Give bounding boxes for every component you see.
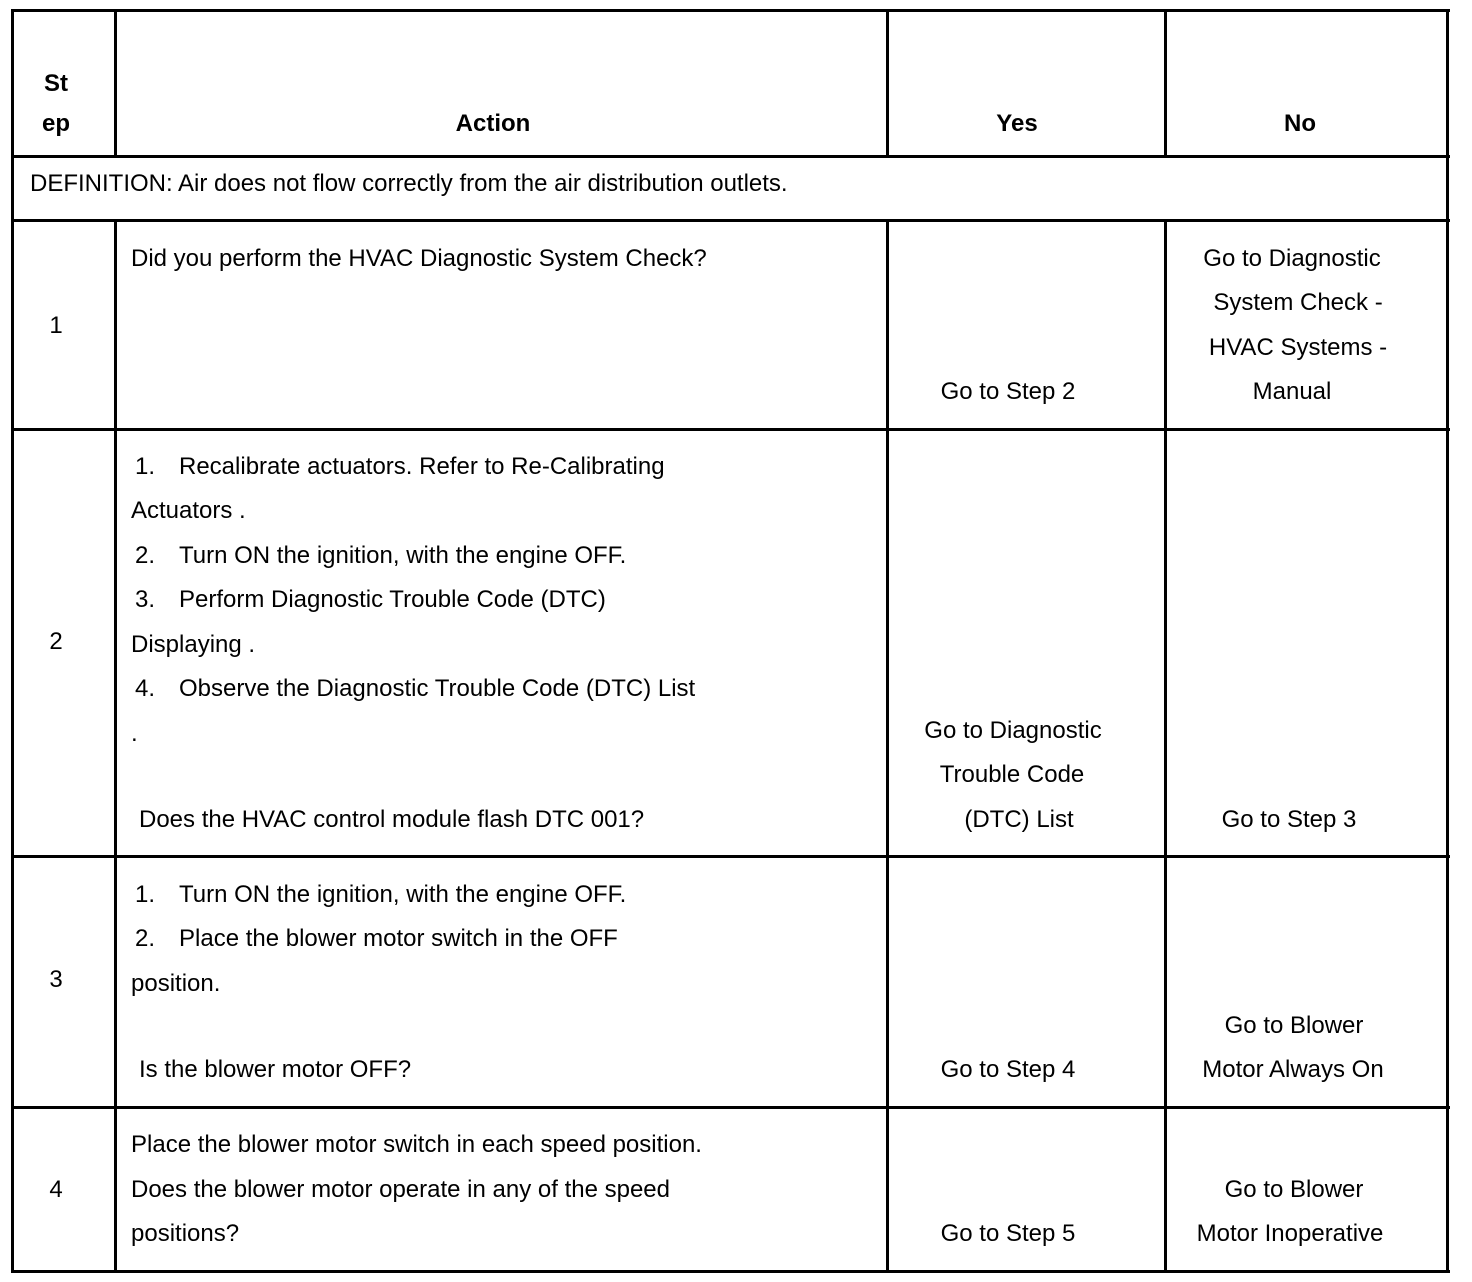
list-number: 2. bbox=[135, 925, 156, 952]
col-divider bbox=[114, 9, 117, 158]
table-border-top bbox=[11, 9, 1450, 12]
table-border-bottom bbox=[11, 1270, 1450, 1273]
header-step: ep bbox=[41, 110, 71, 137]
list-text: Observe the Diagnostic Trouble Code (DTC… bbox=[179, 675, 696, 702]
no-result: System Check - bbox=[1213, 289, 1383, 316]
no-result: Go to Blower bbox=[1224, 1176, 1364, 1203]
no-result: Go to Blower bbox=[1224, 1012, 1364, 1039]
step-number: 4 bbox=[49, 1176, 63, 1203]
list-text: . bbox=[131, 720, 138, 747]
list-text: position. bbox=[131, 970, 221, 997]
header-yes: Yes bbox=[996, 110, 1038, 137]
col-divider bbox=[886, 9, 889, 158]
col-divider bbox=[114, 219, 117, 1273]
list-text: Displaying . bbox=[131, 631, 256, 658]
row-divider bbox=[11, 1106, 1450, 1109]
list-number: 3. bbox=[135, 586, 156, 613]
list-text: Perform Diagnostic Trouble Code (DTC) bbox=[179, 586, 606, 613]
list-text: Turn ON the ignition, with the engine OF… bbox=[179, 542, 627, 569]
yes-result: Trouble Code bbox=[939, 761, 1085, 788]
list-number: 1. bbox=[135, 881, 156, 908]
row-divider bbox=[11, 428, 1450, 431]
step-number: 1 bbox=[49, 312, 63, 339]
step-number: 2 bbox=[49, 628, 63, 655]
list-text: Turn ON the ignition, with the engine OF… bbox=[179, 881, 627, 908]
step-number: 3 bbox=[49, 966, 63, 993]
table-border-left bbox=[11, 9, 14, 1273]
row-divider bbox=[11, 219, 1450, 222]
action-text: positions? bbox=[131, 1220, 240, 1247]
no-result: Manual bbox=[1252, 378, 1332, 405]
yes-result: Go to Step 2 bbox=[940, 378, 1076, 405]
action-text: Place the blower motor switch in each sp… bbox=[131, 1131, 702, 1158]
list-text: Place the blower motor switch in the OFF bbox=[179, 925, 618, 952]
list-text: Actuators . bbox=[131, 497, 246, 524]
list-number: 4. bbox=[135, 675, 156, 702]
col-divider bbox=[1164, 9, 1167, 158]
no-result: Go to Diagnostic bbox=[1203, 245, 1381, 272]
action-text: Does the blower motor operate in any of … bbox=[131, 1176, 670, 1203]
list-text: Recalibrate actuators. Refer to Re-Calib… bbox=[179, 453, 665, 480]
no-result: Motor Inoperative bbox=[1196, 1220, 1384, 1247]
row-divider bbox=[11, 155, 1450, 158]
yes-result: Go to Diagnostic bbox=[924, 717, 1102, 744]
no-result: Go to Step 3 bbox=[1221, 806, 1357, 833]
header-action: Action bbox=[455, 110, 531, 137]
no-result: HVAC Systems - bbox=[1208, 334, 1388, 361]
definition: DEFINITION: Air does not flow correctly … bbox=[30, 170, 788, 197]
header-no: No bbox=[1284, 110, 1316, 137]
action-text: Did you perform the HVAC Diagnostic Syst… bbox=[131, 245, 707, 272]
yes-result: Go to Step 4 bbox=[940, 1056, 1076, 1083]
list-number: 1. bbox=[135, 453, 156, 480]
table-border-right bbox=[1446, 9, 1449, 1273]
question: Is the blower motor OFF? bbox=[139, 1056, 412, 1083]
row-divider bbox=[11, 855, 1450, 858]
no-result: Motor Always On bbox=[1202, 1056, 1384, 1083]
yes-result: (DTC) List bbox=[964, 806, 1074, 833]
yes-result: Go to Step 5 bbox=[940, 1220, 1076, 1247]
question: Does the HVAC control module flash DTC 0… bbox=[139, 806, 645, 833]
col-divider bbox=[1164, 219, 1167, 1273]
col-divider bbox=[886, 219, 889, 1273]
list-number: 2. bbox=[135, 542, 156, 569]
header-step: St bbox=[44, 70, 68, 97]
